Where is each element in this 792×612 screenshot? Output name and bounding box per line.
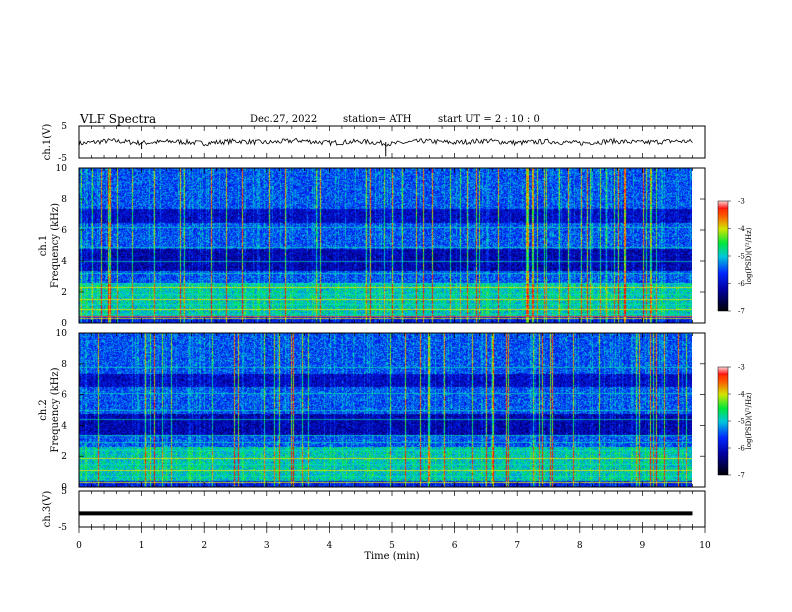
ch1-spectrogram-ytick-label-3: 6: [61, 226, 67, 236]
ch1-spectrogram-ytick-label-5: 10: [56, 164, 68, 174]
station-label: station= ATH: [343, 114, 412, 125]
time-tick-label-10: 10: [699, 541, 711, 551]
ch2-colorbar-tick-label-4: -7: [738, 472, 745, 480]
ch1-colorbar-tick-label-2: -5: [738, 253, 745, 261]
ch1-colorbar-tick-label-4: -7: [738, 308, 745, 316]
chart-title: VLF Spectra: [80, 112, 157, 126]
ch2-spectrogram-ytick-label-2: 4: [61, 421, 67, 431]
ch2-colorbar-tick-label-2: -5: [738, 418, 745, 426]
time-axis-label: Time (min): [364, 551, 419, 562]
ch1-waveform-ylabel: ch.1(V): [42, 124, 53, 161]
ch2-spectrogram-ylabel-channel: ch.2: [38, 399, 49, 421]
ch2-spectrogram-panel: 0 2 4 6 8 10 ch.2 Frequency (kHz): [38, 329, 706, 493]
time-tick-label-1: 1: [139, 541, 145, 551]
ch2-colorbar-label: log(PSD)(V²/Hz): [745, 392, 753, 449]
ch1-spectrogram-heatmap: [79, 168, 692, 323]
ch2-colorbar: -3 -4 -5 -6 -7 log(PSD)(V²/Hz): [717, 364, 753, 480]
start-time-label: start UT = 2 : 10 : 0: [438, 114, 540, 125]
ch1-spectrogram-ylabel-frequency: Frequency (kHz): [50, 203, 61, 288]
ch1-spectrogram-ytick-label-4: 8: [61, 195, 67, 205]
ch3-waveform-ytick-label-1: -5: [58, 523, 67, 533]
ch2-spectrogram-ylabel-frequency: Frequency (kHz): [50, 367, 61, 452]
ch1-spectrogram-ytick-label-2: 4: [61, 257, 67, 267]
time-tick-label-0: 0: [76, 541, 82, 551]
ch1-colorbar-tick-label-3: -6: [738, 280, 745, 288]
ch1-spectrogram-panel: 0 2 4 6 8 10 ch.1 Frequency (kHz): [38, 164, 706, 329]
ch1-colorbar-tick-label-1: -4: [738, 225, 745, 233]
time-tick-label-6: 6: [452, 541, 458, 551]
date-label: Dec.27, 2022: [250, 114, 318, 125]
ch1-colorbar-label: log(PSD)(V²/Hz): [745, 227, 753, 284]
ch2-colorbar-tick-label-3: -6: [738, 445, 745, 453]
ch1-waveform-ytick-label-0: 5: [61, 122, 67, 132]
ch2-colorbar-tick-label-1: -4: [738, 391, 745, 399]
ch2-spectrogram-ytick-label-0: 0: [61, 483, 67, 493]
time-tick-label-5: 5: [389, 541, 395, 551]
time-tick-label-4: 4: [327, 541, 333, 551]
time-tick-label-8: 8: [577, 541, 583, 551]
ch1-spectrogram-ylabel-channel: ch.1: [38, 235, 49, 257]
ch3-waveform-frame: [78, 490, 706, 528]
ch2-spectrogram-ytick-label-5: 10: [56, 329, 68, 339]
ch1-colorbar: -3 -4 -5 -6 -7 log(PSD)(V²/Hz): [717, 198, 753, 316]
time-tick-label-3: 3: [264, 541, 270, 551]
ch2-colorbar-gradient: [718, 367, 728, 475]
time-axis: 0 1 2 3 4 5 6 7 8 9 10 Time (min): [76, 527, 711, 562]
ch2-spectrogram-ytick-label-3: 6: [61, 391, 67, 401]
ch1-waveform-panel: 5 -5 ch.1(V): [42, 122, 706, 164]
ch1-colorbar-tick-label-0: -3: [738, 198, 745, 206]
ch3-waveform-panel: 5 -5 ch.3(V): [42, 487, 706, 533]
ch2-spectrogram-ytick-label-1: 2: [61, 452, 67, 462]
ch1-spectrogram-ytick-label-1: 2: [61, 288, 67, 298]
ch3-waveform-ytick-label-0: 5: [61, 487, 67, 497]
ch2-spectrogram-heatmap: [79, 333, 692, 487]
time-tick-label-2: 2: [201, 541, 207, 551]
ch1-spectrogram-ytick-label-0: 0: [61, 319, 67, 329]
ch3-waveform-ylabel: ch.3(V): [42, 491, 53, 528]
ch1-colorbar-gradient: [718, 201, 728, 311]
time-tick-label-7: 7: [514, 541, 520, 551]
ch2-spectrogram-ytick-label-4: 8: [61, 360, 67, 370]
time-tick-label-9: 9: [640, 541, 646, 551]
ch1-waveform-ytick-label-1: -5: [58, 154, 67, 164]
ch2-colorbar-tick-label-0: -3: [738, 364, 745, 372]
